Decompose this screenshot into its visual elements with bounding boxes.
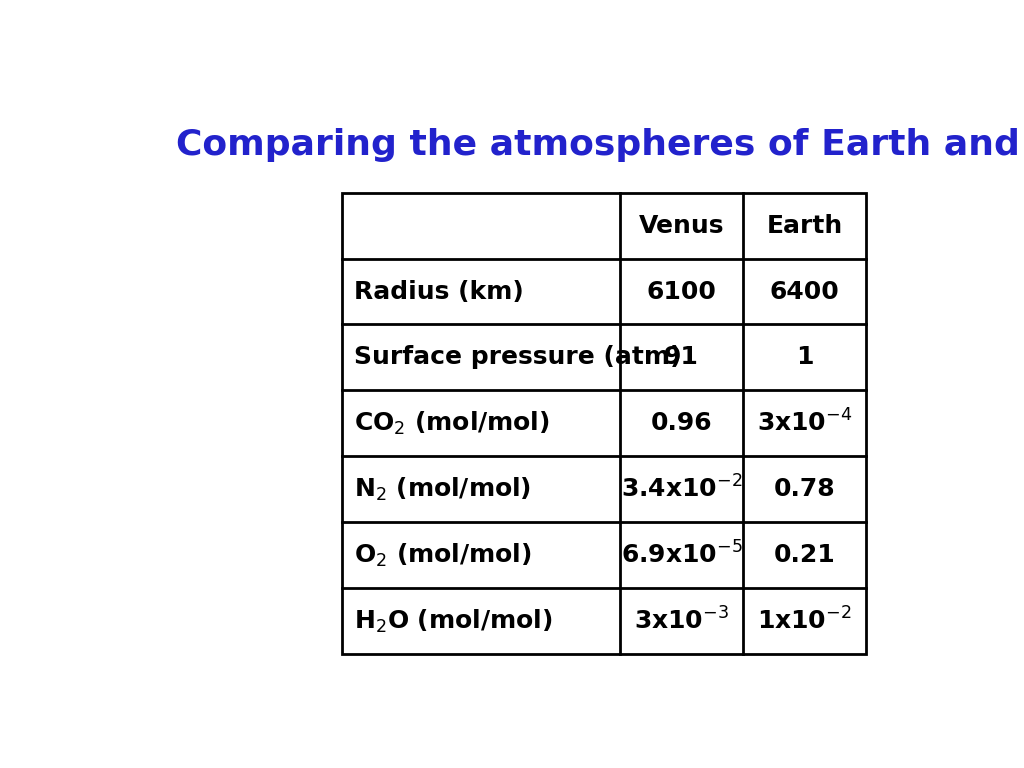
Text: 0.21: 0.21 xyxy=(773,543,836,567)
Text: O$_2$ (mol/mol): O$_2$ (mol/mol) xyxy=(354,541,531,569)
Text: Earth: Earth xyxy=(766,214,843,237)
Text: 6400: 6400 xyxy=(770,280,840,303)
Text: 1x10$^{-2}$: 1x10$^{-2}$ xyxy=(757,607,852,634)
Text: 6.9x10$^{-5}$: 6.9x10$^{-5}$ xyxy=(621,541,742,569)
Text: 0.96: 0.96 xyxy=(650,412,713,435)
Text: H$_2$O (mol/mol): H$_2$O (mol/mol) xyxy=(354,607,553,634)
Text: 3.4x10$^{-2}$: 3.4x10$^{-2}$ xyxy=(621,475,742,503)
Text: 91: 91 xyxy=(664,346,698,369)
Text: Comparing the atmospheres of Earth and Venus: Comparing the atmospheres of Earth and V… xyxy=(176,127,1024,161)
Text: 3x10$^{-3}$: 3x10$^{-3}$ xyxy=(634,607,729,634)
Text: N$_2$ (mol/mol): N$_2$ (mol/mol) xyxy=(354,475,531,503)
Text: Surface pressure (atm): Surface pressure (atm) xyxy=(354,346,682,369)
Text: 3x10$^{-4}$: 3x10$^{-4}$ xyxy=(757,409,852,437)
Text: Venus: Venus xyxy=(639,214,724,237)
Text: CO$_2$ (mol/mol): CO$_2$ (mol/mol) xyxy=(354,409,550,437)
Text: Radius (km): Radius (km) xyxy=(354,280,524,303)
Text: 6100: 6100 xyxy=(646,280,717,303)
Text: 1: 1 xyxy=(796,346,813,369)
Text: 0.78: 0.78 xyxy=(774,477,836,502)
